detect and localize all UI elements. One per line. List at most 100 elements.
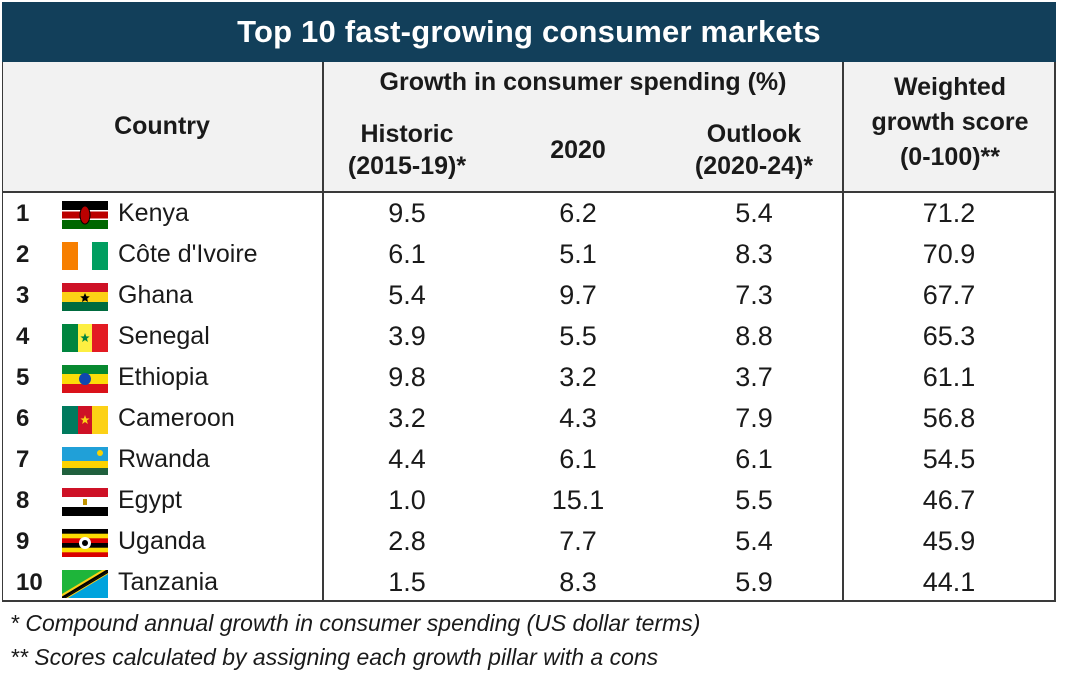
kenya-flag-icon — [62, 201, 108, 229]
table-title: Top 10 fast-growing consumer markets — [2, 2, 1056, 62]
country-cell: Cameroon — [118, 404, 235, 432]
header-country: Country — [114, 112, 210, 140]
score-cell: 44.1 — [922, 567, 976, 597]
outlook-cell: 5.4 — [735, 198, 773, 228]
ghana-flag-icon — [62, 283, 108, 311]
score-cell: 70.9 — [922, 239, 976, 269]
header-historic: Historic (2015-19)* — [324, 114, 490, 186]
header-score: Weighted growth score (0-100)** — [844, 70, 1056, 188]
rank-cell: 5 — [16, 364, 30, 391]
outlook-cell: 5.9 — [735, 567, 773, 597]
header-score-line3: (0-100)** — [899, 143, 1001, 171]
header-2020-label: 2020 — [550, 136, 606, 164]
outlook-cell: 5.4 — [735, 526, 773, 556]
country-cell: Uganda — [118, 527, 206, 555]
y2020-cell: 7.7 — [559, 526, 597, 556]
senegal-flag-icon — [62, 324, 108, 352]
outlook-cell: 5.5 — [735, 485, 773, 515]
historic-cell: 9.8 — [388, 362, 426, 392]
country-cell: Ethiopia — [118, 363, 209, 391]
score-cell: 71.2 — [922, 198, 976, 228]
outlook-cell: 3.7 — [735, 362, 773, 392]
historic-cell: 2.8 — [388, 526, 426, 556]
tanzania-flag-icon — [62, 570, 108, 598]
score-cell: 46.7 — [922, 485, 976, 515]
y2020-cell: 6.2 — [559, 198, 597, 228]
data-table: Country Growth in consumer spending (%) … — [2, 62, 1056, 602]
rank-cell: 2 — [16, 241, 30, 268]
column-divider — [322, 62, 324, 602]
historic-cell: 1.5 — [388, 567, 426, 597]
column-divider — [1054, 62, 1056, 602]
header-outlook-line1: Outlook — [706, 120, 802, 148]
score-cell: 45.9 — [922, 526, 976, 556]
outlook-cell: 7.9 — [735, 403, 773, 433]
egypt-flag-icon — [62, 488, 108, 516]
table-row: 9 Uganda 2.8 7.7 5.4 45.9 — [2, 521, 1056, 562]
column-divider — [842, 62, 844, 602]
table-row: 3 Ghana 5.4 9.7 7.3 67.7 — [2, 275, 1056, 316]
score-cell: 56.8 — [922, 403, 976, 433]
y2020-cell: 4.3 — [559, 403, 597, 433]
table-left-edge — [2, 62, 3, 602]
country-cell: Rwanda — [118, 445, 210, 473]
historic-cell: 1.0 — [388, 485, 426, 515]
y2020-cell: 8.3 — [559, 567, 597, 597]
table-row: 4 Senegal 3.9 5.5 8.8 65.3 — [2, 316, 1056, 357]
outlook-cell: 7.3 — [735, 280, 773, 310]
historic-cell: 4.4 — [388, 444, 426, 474]
y2020-cell: 9.7 — [559, 280, 597, 310]
score-cell: 67.7 — [922, 280, 976, 310]
table-row: 2 Côte d'Ivoire 6.1 5.1 8.3 70.9 — [2, 234, 1056, 275]
score-cell: 65.3 — [922, 321, 976, 351]
table-row: 5 Ethiopia 9.8 3.2 3.7 61.1 — [2, 357, 1056, 398]
rank-cell: 7 — [16, 446, 30, 473]
rank-cell: 4 — [16, 323, 30, 350]
table-row: 10 Tanzania 1.5 8.3 5.9 44.1 — [2, 562, 1056, 603]
y2020-cell: 5.1 — [559, 239, 597, 269]
y2020-cell: 15.1 — [551, 485, 605, 515]
outlook-cell: 6.1 — [735, 444, 773, 474]
country-cell: Ghana — [118, 281, 194, 309]
header-growth-group: Growth in consumer spending (%) — [379, 68, 787, 96]
header-outlook: Outlook (2020-24)* — [666, 114, 842, 186]
table-row: 6 Cameroon 3.2 4.3 7.9 56.8 — [2, 398, 1056, 439]
cameroon-flag-icon — [62, 406, 108, 434]
score-cell: 61.1 — [922, 362, 976, 392]
ethiopia-flag-icon — [62, 365, 108, 393]
header-score-line1: Weighted — [893, 73, 1007, 101]
table-row: 1 Kenya 9.5 6.2 5.4 71.2 — [2, 193, 1056, 234]
rank-cell: 1 — [16, 200, 30, 227]
table-row: 8 Egypt 1.0 15.1 5.5 46.7 — [2, 480, 1056, 521]
score-cell: 54.5 — [922, 444, 976, 474]
rwanda-flag-icon — [62, 447, 108, 475]
country-cell: Kenya — [118, 199, 189, 227]
rank-cell: 3 — [16, 282, 30, 309]
outlook-cell: 8.8 — [735, 321, 773, 351]
table-header: Country Growth in consumer spending (%) … — [2, 62, 1056, 193]
country-cell: Tanzania — [118, 568, 219, 596]
outlook-cell: 8.3 — [735, 239, 773, 269]
footnote-2: ** Scores calculated by assigning each g… — [10, 644, 659, 670]
header-historic-line1: Historic — [360, 120, 454, 148]
header-score-line2: growth score — [871, 108, 1029, 136]
table-bottom-border — [2, 600, 1056, 602]
historic-cell: 9.5 — [388, 198, 426, 228]
header-historic-line2: (2015-19)* — [347, 152, 467, 180]
header-outlook-line2: (2020-24)* — [694, 152, 814, 180]
historic-cell: 3.9 — [388, 321, 426, 351]
rank-cell: 8 — [16, 487, 30, 514]
country-cell: Senegal — [118, 322, 210, 350]
historic-cell: 5.4 — [388, 280, 426, 310]
rank-cell: 10 — [16, 569, 43, 596]
y2020-cell: 6.1 — [559, 444, 597, 474]
country-cell: Egypt — [118, 486, 182, 514]
table-row: 7 Rwanda 4.4 6.1 6.1 54.5 — [2, 439, 1056, 480]
historic-cell: 3.2 — [388, 403, 426, 433]
rank-cell: 6 — [16, 405, 30, 432]
y2020-cell: 3.2 — [559, 362, 597, 392]
cote-divoire-flag-icon — [62, 242, 108, 270]
historic-cell: 6.1 — [388, 239, 426, 269]
uganda-flag-icon — [62, 529, 108, 557]
country-cell: Côte d'Ivoire — [118, 240, 258, 268]
